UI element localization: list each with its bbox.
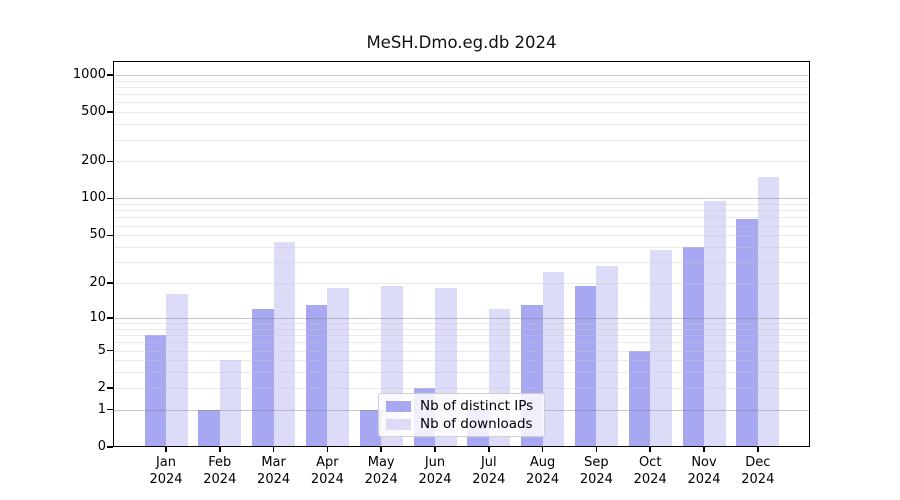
legend-swatch: [386, 400, 411, 412]
gridline: [113, 86, 810, 88]
x-tick-label: Apr 2024: [310, 455, 344, 487]
bar-downloads: [704, 201, 726, 447]
x-tick-label: Oct 2024: [633, 455, 667, 487]
bar-downloads: [273, 242, 296, 447]
y-tick-label: 100: [81, 190, 106, 206]
bar-distinct-ips: [736, 218, 758, 447]
x-tick-mark: [703, 447, 705, 452]
y-tick-mark: [107, 349, 113, 352]
bar-distinct-ips: [628, 350, 651, 447]
y-tick-label: 0: [97, 439, 106, 454]
bar-distinct-ips: [252, 308, 274, 447]
x-tick-label: May 2024: [364, 455, 398, 487]
y-tick-mark: [107, 387, 113, 389]
x-tick-label: Dec 2024: [741, 455, 775, 487]
gridline: [113, 80, 810, 82]
gridline: [113, 139, 810, 141]
x-tick-label: Sep 2024: [579, 455, 613, 487]
bar-downloads: [219, 360, 242, 447]
bar-downloads: [327, 288, 349, 447]
y-tick-mark: [107, 282, 113, 284]
x-tick-mark: [380, 447, 382, 452]
x-tick-mark: [595, 447, 598, 452]
legend-label: Nb of distinct IPs: [420, 398, 534, 414]
x-tick-label: Jan 2024: [149, 455, 183, 487]
bar-distinct-ips: [682, 247, 704, 447]
x-tick-label: Feb 2024: [203, 455, 237, 487]
y-tick-mark: [107, 317, 113, 319]
y-tick-label: 200: [81, 153, 106, 169]
legend-item: Nb of distinct IPs: [386, 398, 536, 414]
x-tick-label: Nov 2024: [687, 455, 721, 487]
x-tick-mark: [488, 447, 490, 452]
legend-swatch: [386, 418, 411, 430]
bar-downloads: [596, 265, 618, 447]
x-tick-mark: [541, 447, 544, 452]
x-tick-label: Mar 2024: [257, 455, 291, 487]
y-tick-mark: [107, 111, 113, 113]
gridline: [113, 161, 810, 163]
bar-downloads: [650, 249, 672, 447]
bar-distinct-ips: [305, 304, 328, 447]
gridline: [113, 112, 810, 114]
gridline: [113, 94, 810, 96]
y-tick-label: 20: [89, 275, 106, 291]
x-tick-mark: [272, 447, 275, 452]
plot-area: [113, 61, 810, 447]
gridline: [113, 102, 810, 104]
gridline: [113, 198, 810, 200]
x-tick-label: Jul 2024: [472, 455, 506, 487]
y-tick-mark: [107, 160, 113, 163]
legend-item: Nb of downloads: [386, 416, 536, 432]
y-tick-mark: [107, 74, 113, 76]
y-tick-label: 1000: [72, 66, 106, 82]
x-tick-mark: [434, 447, 436, 452]
y-tick-label: 500: [81, 104, 106, 120]
bar-distinct-ips: [359, 409, 382, 447]
bar-downloads: [166, 294, 188, 447]
y-tick-label: 5: [97, 342, 106, 358]
y-tick-mark: [107, 408, 113, 411]
bar-downloads: [757, 176, 780, 447]
x-tick-mark: [649, 447, 651, 452]
bar-downloads: [542, 271, 565, 447]
x-tick-mark: [757, 447, 759, 452]
x-tick-label: Aug 2024: [526, 455, 560, 487]
gridline: [113, 124, 810, 126]
y-tick-mark: [107, 234, 113, 236]
y-tick-label: 10: [89, 309, 106, 325]
chart-title: MeSH.Dmo.eg.db 2024: [366, 33, 557, 52]
bar-distinct-ips: [144, 335, 166, 447]
x-tick-label: Jun 2024: [418, 455, 452, 487]
y-tick-mark: [107, 197, 113, 200]
bar-distinct-ips: [574, 285, 597, 447]
gridline: [113, 74, 810, 76]
x-tick-mark: [326, 447, 329, 452]
y-tick-label: 2: [97, 379, 106, 395]
bar-distinct-ips: [198, 409, 220, 447]
legend: Nb of distinct IPs Nb of downloads: [378, 393, 545, 437]
y-tick-label: 1: [97, 401, 106, 417]
x-tick-mark: [219, 447, 221, 452]
y-tick-mark: [107, 446, 113, 448]
legend-label: Nb of downloads: [420, 416, 533, 432]
x-tick-mark: [165, 447, 167, 452]
y-tick-label: 50: [89, 227, 106, 243]
